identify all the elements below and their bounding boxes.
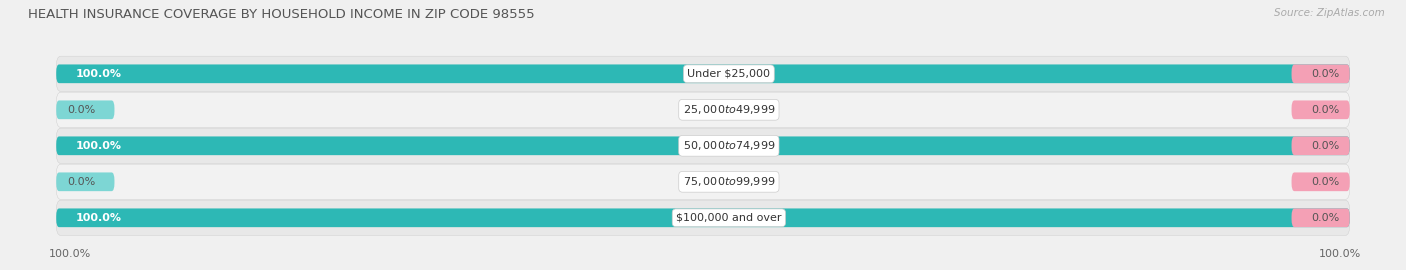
Text: $25,000 to $49,999: $25,000 to $49,999 xyxy=(683,103,775,116)
Text: 0.0%: 0.0% xyxy=(67,105,96,115)
FancyBboxPatch shape xyxy=(1292,173,1350,191)
FancyBboxPatch shape xyxy=(1292,208,1350,227)
Text: 100.0%: 100.0% xyxy=(49,249,91,259)
FancyBboxPatch shape xyxy=(56,128,1350,163)
Text: 0.0%: 0.0% xyxy=(1310,213,1339,223)
Text: 100.0%: 100.0% xyxy=(76,213,122,223)
FancyBboxPatch shape xyxy=(56,100,114,119)
Text: Under $25,000: Under $25,000 xyxy=(688,69,770,79)
FancyBboxPatch shape xyxy=(56,92,1350,127)
FancyBboxPatch shape xyxy=(56,208,1350,227)
Text: 0.0%: 0.0% xyxy=(1310,69,1339,79)
FancyBboxPatch shape xyxy=(56,136,1350,155)
Text: 100.0%: 100.0% xyxy=(76,141,122,151)
Text: $100,000 and over: $100,000 and over xyxy=(676,213,782,223)
Text: HEALTH INSURANCE COVERAGE BY HOUSEHOLD INCOME IN ZIP CODE 98555: HEALTH INSURANCE COVERAGE BY HOUSEHOLD I… xyxy=(28,8,534,21)
FancyBboxPatch shape xyxy=(1292,100,1350,119)
FancyBboxPatch shape xyxy=(1292,136,1350,155)
FancyBboxPatch shape xyxy=(56,65,1350,83)
FancyBboxPatch shape xyxy=(1292,65,1350,83)
FancyBboxPatch shape xyxy=(56,200,1350,235)
FancyBboxPatch shape xyxy=(56,164,1350,200)
Text: $50,000 to $74,999: $50,000 to $74,999 xyxy=(683,139,775,152)
Text: 0.0%: 0.0% xyxy=(1310,177,1339,187)
Text: $75,000 to $99,999: $75,000 to $99,999 xyxy=(683,175,775,188)
Text: 0.0%: 0.0% xyxy=(1310,141,1339,151)
Text: 100.0%: 100.0% xyxy=(76,69,122,79)
Text: Source: ZipAtlas.com: Source: ZipAtlas.com xyxy=(1274,8,1385,18)
Text: 0.0%: 0.0% xyxy=(67,177,96,187)
Text: 100.0%: 100.0% xyxy=(1319,249,1361,259)
FancyBboxPatch shape xyxy=(56,56,1350,92)
Text: 0.0%: 0.0% xyxy=(1310,105,1339,115)
FancyBboxPatch shape xyxy=(56,173,114,191)
